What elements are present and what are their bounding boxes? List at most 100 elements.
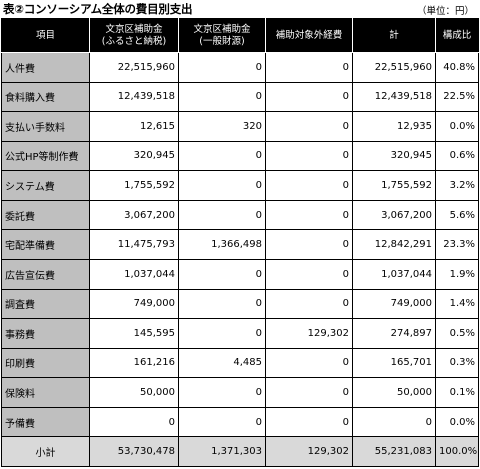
table-title: 表②コンソーシアム全体の費目別支出 xyxy=(3,2,193,16)
table-row: 宅配準備費 11,475,793 1,366,498 0 12,842,291 23.3% xyxy=(1,229,479,260)
table-row: 人件費 22,515,960 0 0 22,515,960 40.8% xyxy=(1,52,479,83)
item-cell: 広告宣伝費 xyxy=(1,258,90,290)
total-cell: 12,842,291 xyxy=(352,229,436,260)
unit-label: （単位：円） xyxy=(416,6,474,17)
non-subsidy-cell: 0 xyxy=(265,288,353,320)
header-furusato-subsidy: 文京区補助金 (ふるさと納税) xyxy=(89,18,179,53)
total-cell: 12,935 xyxy=(352,111,436,142)
item-cell: 予備費 xyxy=(1,406,90,438)
ratio-cell: 0.0% xyxy=(435,406,479,438)
total-cell: 12,439,518 xyxy=(352,81,436,113)
header-general-line2: (一般財源) xyxy=(199,35,245,47)
table-row: 委託費 3,067,200 0 0 3,067,200 5.6% xyxy=(1,199,479,231)
furusato-cell: 0 xyxy=(89,406,179,438)
general-cell: 0 xyxy=(178,140,266,172)
non-subsidy-cell: 0 xyxy=(265,52,353,83)
total-cell: 165,701 xyxy=(352,347,436,379)
ratio-cell: 100.0% xyxy=(435,436,479,467)
table-row: 印刷費 161,216 4,485 0 165,701 0.3% xyxy=(1,347,479,379)
header-total: 計 xyxy=(352,18,436,53)
ratio-cell: 1.4% xyxy=(435,288,479,320)
header-furusato-line2: (ふるさと納税) xyxy=(101,35,167,47)
ratio-cell: 0.3% xyxy=(435,347,479,379)
furusato-cell: 320,945 xyxy=(89,140,179,172)
non-subsidy-cell: 0 xyxy=(265,111,353,142)
ratio-cell: 3.2% xyxy=(435,170,479,201)
header-item: 項目 xyxy=(1,18,90,53)
non-subsidy-cell: 0 xyxy=(265,199,353,231)
general-cell: 0 xyxy=(178,199,266,231)
ratio-cell: 0.5% xyxy=(435,318,479,349)
ratio-cell: 22.5% xyxy=(435,81,479,113)
general-cell: 1,366,498 xyxy=(178,229,266,260)
furusato-cell: 22,515,960 xyxy=(89,52,179,83)
table-row: 広告宣伝費 1,037,044 0 0 1,037,044 1.9% xyxy=(1,258,479,290)
item-cell: 食料購入費 xyxy=(1,81,90,113)
furusato-cell: 50,000 xyxy=(89,377,179,408)
table-row: 食料購入費 12,439,518 0 0 12,439,518 22.5% xyxy=(1,81,479,113)
general-cell: 0 xyxy=(178,81,266,113)
total-cell: 274,897 xyxy=(352,318,436,349)
ratio-cell: 0.1% xyxy=(435,377,479,408)
furusato-cell: 12,439,518 xyxy=(89,81,179,113)
general-cell: 0 xyxy=(178,52,266,83)
non-subsidy-cell: 0 xyxy=(265,406,353,438)
ratio-cell: 5.6% xyxy=(435,199,479,231)
header-general-line1: 文京区補助金 xyxy=(193,23,251,35)
item-cell: 公式HP等制作費 xyxy=(1,140,90,172)
total-cell: 22,515,960 xyxy=(352,52,436,83)
header-furusato-line1: 文京区補助金 xyxy=(105,23,163,35)
general-cell: 0 xyxy=(178,318,266,349)
table-body: 人件費 22,515,960 0 0 22,515,960 40.8% 食料購入費 12,43… xyxy=(1,52,479,467)
table-row: 保険料 50,000 0 0 50,000 0.1% xyxy=(1,377,479,408)
ratio-cell: 0.0% xyxy=(435,111,479,142)
furusato-cell: 1,755,592 xyxy=(89,170,179,201)
table-row: 予備費 0 0 0 0 0.0% xyxy=(1,406,479,438)
non-subsidy-cell: 0 xyxy=(265,258,353,290)
item-cell: 小計 xyxy=(1,436,90,467)
table-row: 支払い手数料 12,615 320 0 12,935 0.0% xyxy=(1,111,479,142)
header-row: 項目 文京区補助金 (ふるさと納税) 文京区補助金 (一般財源) 補助対象外経費… xyxy=(1,18,479,53)
item-cell: システム費 xyxy=(1,170,90,201)
item-cell: 宅配準備費 xyxy=(1,229,90,260)
ratio-cell: 1.9% xyxy=(435,258,479,290)
header-ratio: 構成比 xyxy=(435,18,479,53)
item-cell: 委託費 xyxy=(1,199,90,231)
non-subsidy-cell: 0 xyxy=(265,170,353,201)
total-cell: 1,755,592 xyxy=(352,170,436,201)
furusato-cell: 12,615 xyxy=(89,111,179,142)
header-general-subsidy: 文京区補助金 (一般財源) xyxy=(178,18,266,53)
general-cell: 4,485 xyxy=(178,347,266,379)
total-cell: 320,945 xyxy=(352,140,436,172)
furusato-cell: 53,730,478 xyxy=(89,436,179,467)
general-cell: 0 xyxy=(178,377,266,408)
total-cell: 55,231,083 xyxy=(352,436,436,467)
ratio-cell: 0.6% xyxy=(435,140,479,172)
non-subsidy-cell: 0 xyxy=(265,377,353,408)
general-cell: 0 xyxy=(178,258,266,290)
total-cell: 3,067,200 xyxy=(352,199,436,231)
furusato-cell: 161,216 xyxy=(89,347,179,379)
ratio-cell: 23.3% xyxy=(435,229,479,260)
furusato-cell: 11,475,793 xyxy=(89,229,179,260)
non-subsidy-cell: 129,302 xyxy=(265,436,353,467)
header-non-subsidy: 補助対象外経費 xyxy=(265,18,353,53)
table-row: 調査費 749,000 0 0 749,000 1.4% xyxy=(1,288,479,320)
item-cell: 支払い手数料 xyxy=(1,111,90,142)
non-subsidy-cell: 0 xyxy=(265,347,353,379)
item-cell: 人件費 xyxy=(1,52,90,83)
subtotal-row: 小計 53,730,478 1,371,303 129,302 55,231,083 10… xyxy=(1,436,479,467)
furusato-cell: 3,067,200 xyxy=(89,199,179,231)
general-cell: 0 xyxy=(178,406,266,438)
table-row: 事務費 145,595 0 129,302 274,897 0.5% xyxy=(1,318,479,349)
ratio-cell: 40.8% xyxy=(435,52,479,83)
table-row: システム費 1,755,592 0 0 1,755,592 3.2% xyxy=(1,170,479,201)
total-cell: 0 xyxy=(352,406,436,438)
item-cell: 事務費 xyxy=(1,318,90,349)
non-subsidy-cell: 0 xyxy=(265,229,353,260)
furusato-cell: 1,037,044 xyxy=(89,258,179,290)
item-cell: 調査費 xyxy=(1,288,90,320)
total-cell: 50,000 xyxy=(352,377,436,408)
general-cell: 1,371,303 xyxy=(178,436,266,467)
furusato-cell: 749,000 xyxy=(89,288,179,320)
